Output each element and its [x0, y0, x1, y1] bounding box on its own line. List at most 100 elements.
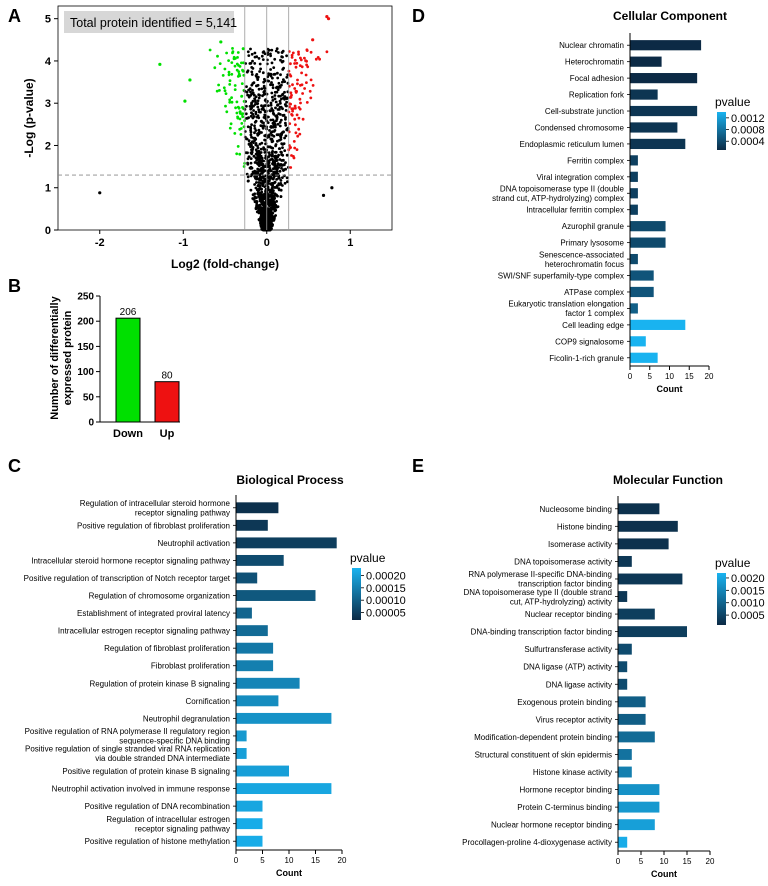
bar-category-label: Up [160, 428, 175, 440]
molecular-function-bar [618, 713, 646, 725]
biological-process-bar [236, 642, 274, 654]
cellular-component-bar [630, 171, 638, 182]
molecular-function-category-label: Virus receptor activity [536, 715, 612, 724]
cellular-component-bar [630, 253, 638, 265]
volcano-x-label: Log2 (fold-change) [171, 257, 279, 271]
biological-process-legend-colorbar [352, 568, 361, 620]
biological-process-bar [236, 554, 284, 566]
molecular-function-bar [618, 503, 660, 515]
panel-label-c: C [8, 456, 21, 476]
biological-process-bar [236, 835, 263, 847]
molecular-function-bar [618, 573, 683, 585]
biological-process-x-tick-label: 5 [260, 856, 265, 865]
cellular-component-category-label: Heterochromatin [565, 58, 624, 67]
cellular-component-category-label: Ferritin complex [567, 156, 624, 165]
panel-label-b: B [8, 276, 21, 296]
molecular-function-category-label: transcription factor binding [518, 580, 612, 589]
biological-process-category-label: Positive regulation of histone methylati… [85, 837, 230, 846]
biological-process-legend-tick-label: 0.00010 [366, 595, 406, 607]
cellular-component-bar [630, 221, 666, 232]
molecular-function-title: Molecular Function [613, 473, 723, 487]
biological-process-category-label: receptor signaling pathway [135, 509, 230, 518]
molecular-function-chart: Molecular Function Nucleosome binding Hist… [462, 473, 765, 879]
molecular-function-category-label: cut, ATP-hydrolyzing) activity [510, 597, 612, 606]
biological-process-bar [236, 712, 332, 724]
molecular-function-x-tick-label: 20 [706, 857, 715, 866]
volcano-x-tick-label: 1 [347, 237, 353, 249]
biological-process-category-label: Positive regulation of single stranded v… [25, 745, 230, 754]
molecular-function-category-label: Modification-dependent protein binding [474, 733, 612, 742]
molecular-function-bar [618, 626, 687, 638]
volcano-y-tick-label: 5 [45, 14, 51, 26]
molecular-function-bar [618, 801, 660, 813]
cellular-component-category-label: Senescence-associated [539, 250, 624, 259]
cellular-component-x-tick-label: 10 [665, 372, 674, 381]
biological-process-category-label: Positive regulation of transcription of … [24, 574, 231, 583]
cellular-component-category-label: ATPase complex [564, 288, 624, 297]
biological-process-bar [236, 572, 258, 584]
molecular-function-category-label: RNA polymerase II-specific DNA-binding [468, 570, 612, 579]
cellular-component-legend-tick-label: 0.0012 [731, 113, 765, 125]
cellular-component-category-label: Endoplasmic reticulum lumen [520, 140, 625, 149]
panel-label-d: D [412, 6, 425, 26]
biological-process-legend-tick-label: 0.00020 [366, 570, 406, 582]
cellular-component-bar [630, 286, 654, 298]
cellular-component-category-label: Condensed chromosome [535, 123, 625, 132]
biological-process-title: Biological Process [236, 473, 344, 487]
molecular-function-bar [618, 731, 655, 743]
cellular-component-bar [630, 122, 678, 133]
cellular-component-category-label: Eukaryotic translation elongation [508, 300, 624, 309]
volcano-point [188, 78, 192, 82]
cellular-component-category-label: Viral integration complex [537, 173, 624, 182]
volcano-point [183, 99, 187, 103]
molecular-function-x-tick-label: 15 [683, 857, 692, 866]
molecular-function-legend-tick-label: 0.0005 [731, 610, 765, 622]
bar-y-tick-label: 200 [77, 317, 94, 328]
cellular-component-x-tick-label: 0 [628, 372, 633, 381]
biological-process-category-label: Regulation of protein kinase B signaling [89, 679, 230, 688]
molecular-function-legend-tick-label: 0.0020 [731, 573, 765, 585]
cellular-component-bar [630, 89, 658, 100]
biological-process-category-label: receptor signaling pathway [135, 824, 230, 833]
volcano-point [330, 186, 334, 190]
molecular-function-x-tick-label: 0 [616, 857, 621, 866]
cellular-component-legend-tick-label: 0.0008 [731, 125, 765, 137]
biological-process-category-label: Neutrophil activation involved in immune… [52, 785, 231, 794]
deg-bar-chart: Number of differentially expressed prote… [49, 292, 180, 440]
cellular-component-category-label: factor 1 complex [565, 309, 624, 318]
molecular-function-category-label: Nuclear receptor binding [525, 610, 612, 619]
cellular-component-category-label: Nuclear chromatin [559, 41, 624, 50]
cellular-component-category-label: COP9 signalosome [555, 337, 624, 346]
molecular-function-category-label: Exogenous protein binding [517, 698, 612, 707]
cellular-component-bar [630, 270, 654, 281]
biological-process-bar [236, 800, 263, 812]
molecular-function-legend-title: pvalue [715, 556, 751, 570]
biological-process-category-label: Positive regulation of RNA polymerase II… [25, 727, 230, 736]
cellular-component-x-tick-label: 15 [685, 372, 694, 381]
molecular-function-category-label: Procollagen-proline 4-dioxygenase activi… [462, 838, 612, 847]
volcano-point [219, 40, 223, 44]
cellular-component-bar [630, 188, 638, 199]
biological-process-category-label: Regulation of fibroblast proliferation [104, 644, 230, 653]
biological-process-category-label: Neutrophil activation [158, 539, 230, 548]
biological-process-bar [236, 590, 316, 601]
molecular-function-category-label: DNA ligase activity [546, 680, 612, 689]
volcano-y-tick-label: 4 [45, 56, 52, 68]
bar-y-tick-label: 150 [77, 342, 94, 353]
biological-process-bar [236, 607, 252, 619]
cellular-component-category-label: Focal adhesion [570, 74, 624, 83]
molecular-function-category-label: Histone binding [557, 522, 612, 531]
cellular-component-category-label: Azurophil granule [562, 222, 625, 231]
biological-process-category-label: Positive regulation of fibroblast prolif… [77, 521, 230, 530]
volcano-x-tick-label: -2 [95, 237, 105, 249]
cellular-component-bar [630, 73, 698, 84]
biological-process-category-label: Regulation of chromosome organization [89, 592, 230, 601]
bar-y-tick-label: 100 [77, 367, 94, 378]
cellular-component-category-label: Cell-substrate junction [545, 107, 624, 116]
volcano-point [321, 193, 326, 197]
biological-process-category-label: Positive regulation of protein kinase B … [62, 767, 230, 776]
bar-y-tick-label: 0 [88, 418, 94, 429]
molecular-function-category-label: DNA ligase (ATP) activity [523, 663, 612, 672]
molecular-function-bar [618, 766, 632, 778]
